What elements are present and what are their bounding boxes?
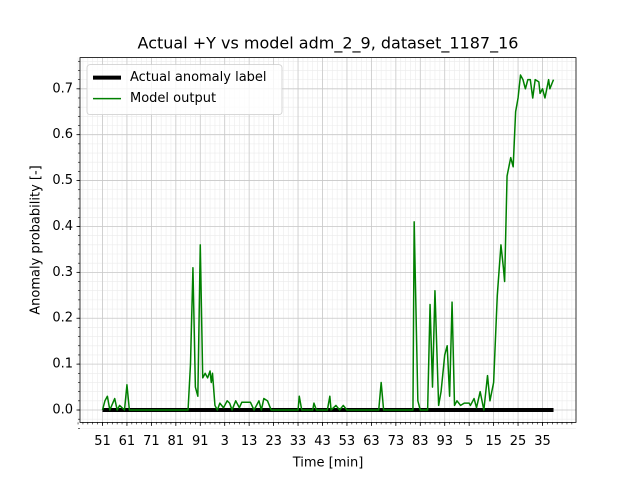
x-tick-label: 81 <box>168 434 185 449</box>
legend-label: Actual anomaly label <box>130 70 267 85</box>
y-tick-label: 0.3 <box>52 265 73 280</box>
x-tick-label: 83 <box>412 434 429 449</box>
x-tick-label: 61 <box>119 434 136 449</box>
x-tick-label: 53 <box>339 434 356 449</box>
y-axis-label: Anomaly probability [-] <box>29 165 44 314</box>
y-tick-label: 0.4 <box>52 219 73 234</box>
x-tick-label: 73 <box>388 434 405 449</box>
x-tick-label: 23 <box>265 434 282 449</box>
x-tick-label: 93 <box>436 434 453 449</box>
x-tick-label: 35 <box>534 434 551 449</box>
series-line <box>101 74 555 411</box>
x-tick-label: 63 <box>363 434 380 449</box>
y-tick-label: 0.6 <box>52 127 73 142</box>
axes-frame <box>79 57 577 423</box>
x-tick-label: 91 <box>192 434 209 449</box>
chart-title: Actual +Y vs model adm_2_9, dataset_1187… <box>138 34 519 54</box>
x-tick-label: 3 <box>221 434 229 449</box>
y-tick-label: 0.2 <box>52 311 73 326</box>
x-tick-label: 5 <box>465 434 473 449</box>
y-tick-label: 0.7 <box>52 81 73 96</box>
x-tick-label: 33 <box>290 434 307 449</box>
y-tick-label: 0.5 <box>52 173 73 188</box>
x-tick-label: 51 <box>94 434 111 449</box>
legend-label: Model output <box>130 91 216 106</box>
x-tick-label: 71 <box>143 434 160 449</box>
x-tick-label: 25 <box>510 434 527 449</box>
y-tick-label: 0.1 <box>52 357 73 372</box>
x-axis-label: Time [min] <box>292 456 364 471</box>
y-tick-label: 0.0 <box>52 403 73 418</box>
legend-box <box>86 64 283 115</box>
x-tick-label: 15 <box>485 434 502 449</box>
x-tick-label: 13 <box>241 434 258 449</box>
x-tick-label: 43 <box>314 434 331 449</box>
